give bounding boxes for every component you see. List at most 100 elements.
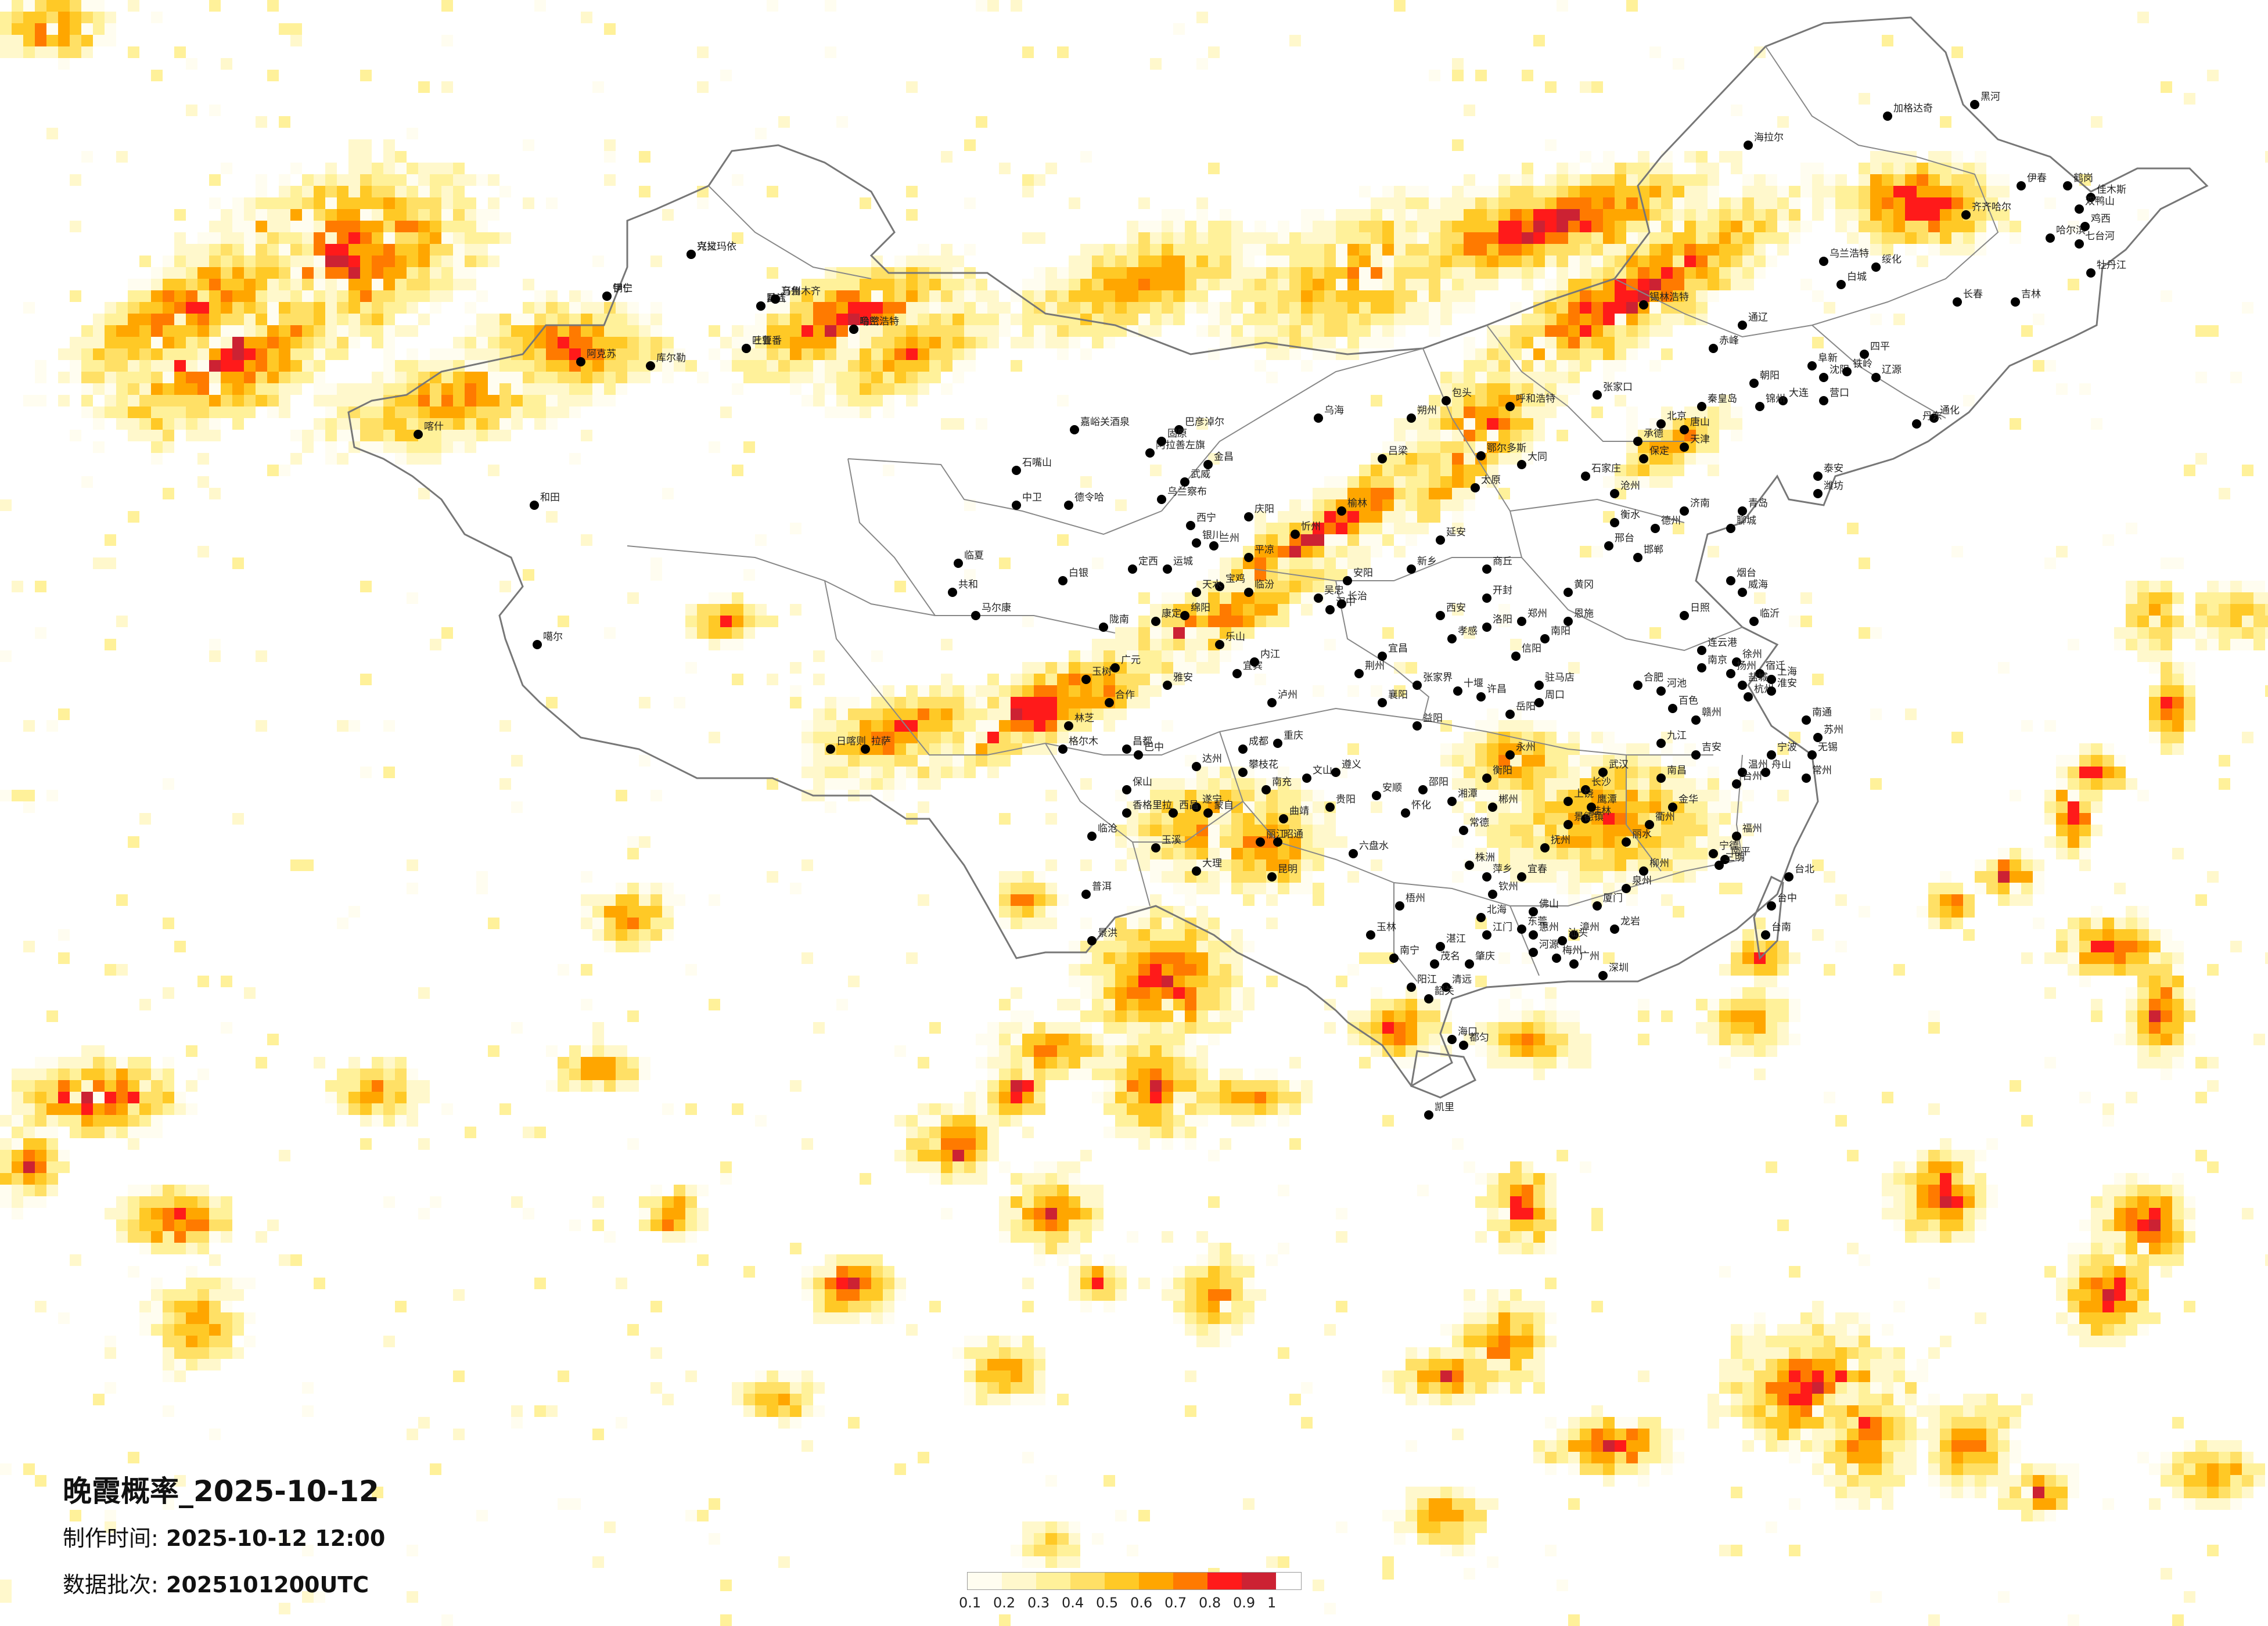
probability-cell [1173, 871, 1185, 883]
probability-cell [1615, 302, 1626, 314]
probability-cell [1150, 952, 1162, 964]
probability-cell [1371, 221, 1382, 232]
probability-cell [186, 337, 197, 348]
probability-cell [360, 302, 372, 314]
probability-cell [1371, 232, 1382, 244]
probability-cell [1196, 848, 1208, 859]
probability-cell [1231, 314, 1243, 325]
probability-cell [755, 314, 767, 325]
probability-cell [314, 325, 325, 337]
probability-cell [221, 406, 232, 418]
probability-cell [1777, 232, 1789, 244]
probability-cell [395, 418, 407, 430]
probability-cell [1069, 337, 1080, 348]
probability-cell [1742, 1022, 1754, 1034]
probability-cell [1150, 290, 1162, 302]
probability-cell [2137, 650, 2149, 662]
probability-cell [1708, 778, 1719, 790]
probability-cell [1173, 952, 1185, 964]
probability-cell [511, 372, 523, 383]
probability-cell [1196, 906, 1208, 918]
probability-cell [1951, 186, 1963, 197]
probability-cell [1615, 465, 1626, 476]
probability-cell [1533, 244, 1545, 256]
probability-cell [2172, 976, 2184, 987]
probability-cell [1951, 1231, 1963, 1243]
probability-cell [2149, 639, 2161, 650]
probability-cell [1522, 825, 1533, 836]
probability-cell [1452, 488, 1464, 499]
probability-cell [1975, 244, 1986, 256]
probability-cell [1951, 197, 1963, 209]
probability-cell [151, 372, 163, 383]
probability-cell [1022, 918, 1034, 929]
probability-cell [2161, 1010, 2172, 1022]
probability-cell [1708, 256, 1719, 267]
probability-cell [836, 383, 848, 395]
probability-cell [1359, 534, 1371, 546]
probability-cell [1475, 186, 1487, 197]
probability-cell [1998, 871, 2010, 883]
probability-cell [1522, 1045, 1533, 1057]
probability-cell [999, 302, 1011, 314]
probability-cell [2114, 1173, 2126, 1185]
probability-cell [1382, 256, 1394, 267]
probability-cell [1464, 174, 1475, 186]
probability-cell [1719, 267, 1731, 279]
probability-cell [1893, 186, 1905, 197]
probability-cell [604, 360, 616, 372]
probability-cell [1301, 581, 1313, 592]
probability-cell [2102, 1220, 2114, 1231]
probability-cell [1371, 1022, 1382, 1034]
probability-cell [1905, 1220, 1917, 1231]
probability-cell [1417, 430, 1429, 441]
probability-cell [383, 290, 395, 302]
probability-cell [1138, 616, 1150, 627]
probability-cell [1754, 976, 1766, 987]
probability-cell [430, 221, 441, 232]
probability-cell [1708, 186, 1719, 197]
probability-cell [1266, 302, 1278, 314]
probability-cell [1406, 244, 1417, 256]
probability-cell [1115, 1103, 1127, 1115]
probability-cell [1963, 1220, 1975, 1231]
probability-cell [1289, 348, 1301, 360]
probability-cell [2126, 581, 2137, 592]
probability-cell [1243, 1115, 1255, 1127]
probability-cell [987, 302, 999, 314]
probability-cell [1220, 1010, 1231, 1022]
probability-cell [197, 325, 209, 337]
probability-cell [999, 894, 1011, 906]
probability-cell [302, 348, 314, 360]
probability-cell [1301, 499, 1313, 511]
probability-cell [1684, 778, 1696, 790]
probability-cell [929, 290, 941, 302]
probability-cell [1382, 465, 1394, 476]
probability-cell [1278, 1103, 1289, 1115]
probability-cell [1208, 871, 1220, 883]
probability-cell [534, 406, 546, 418]
probability-cell [1940, 209, 1951, 221]
probability-cell [372, 314, 383, 325]
probability-cell [1684, 174, 1696, 186]
probability-cell [1998, 197, 2010, 209]
probability-cell [1475, 441, 1487, 453]
probability-cell [1545, 801, 1557, 813]
probability-cell [1928, 894, 1940, 906]
probability-cell [906, 302, 918, 314]
probability-cell [1255, 267, 1266, 279]
probability-cell [499, 395, 511, 406]
probability-cell [1162, 1127, 1173, 1138]
probability-cell [1022, 302, 1034, 314]
probability-cell [209, 325, 221, 337]
probability-cell [1371, 499, 1382, 511]
probability-cell [906, 337, 918, 348]
probability-cell [197, 279, 209, 290]
probability-cell [918, 697, 929, 708]
probability-cell [1615, 337, 1626, 348]
probability-cell [1417, 511, 1429, 523]
probability-cell [70, 337, 81, 348]
probability-cell [1649, 232, 1661, 244]
probability-cell [1185, 1138, 1196, 1150]
probability-cell [1708, 406, 1719, 418]
